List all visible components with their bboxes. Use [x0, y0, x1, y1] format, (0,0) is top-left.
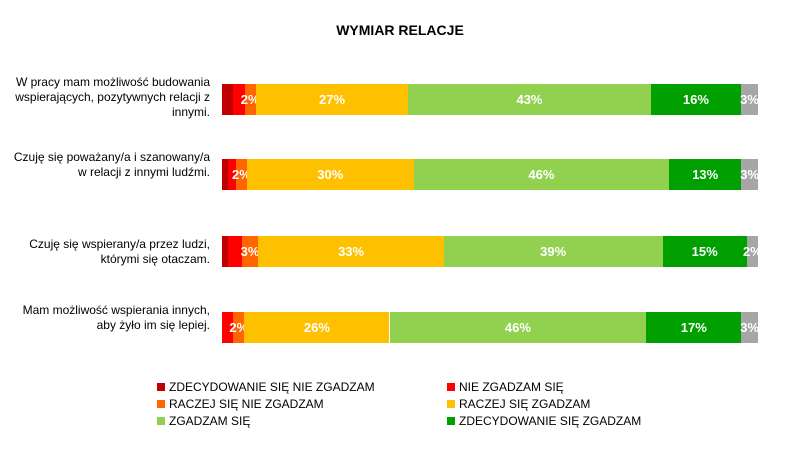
- data-label: 46%: [528, 167, 555, 182]
- legend-swatch: [447, 417, 455, 425]
- data-label: 43%: [516, 92, 543, 107]
- bar-segment: [222, 312, 234, 343]
- legend-item: RACZEJ SIĘ ZGADZAM: [447, 397, 590, 411]
- bar-segment: [746, 236, 758, 267]
- data-label: 2%: [229, 320, 249, 335]
- bar-segment: [222, 236, 228, 267]
- bar-segment: [389, 312, 647, 343]
- category-label: Czuję się wspierany/a przez ludzi, który…: [29, 237, 210, 266]
- bar-segment: [235, 159, 247, 190]
- legend-item: RACZEJ SIĘ NIE ZGADZAM: [157, 397, 324, 411]
- legend-label: ZDECYDOWANIE SIĘ NIE ZGADZAM: [169, 380, 375, 394]
- category-label: W pracy mam możliwość budowania wspieraj…: [15, 75, 210, 119]
- legend-label: ZDECYDOWANIE SIĘ ZGADZAM: [459, 414, 642, 428]
- data-label: 13%: [692, 167, 719, 182]
- legend-item: ZDECYDOWANIE SIĘ NIE ZGADZAM: [157, 380, 375, 394]
- legend-swatch: [447, 383, 455, 391]
- data-label: 17%: [680, 320, 707, 335]
- data-label: 3%: [740, 167, 760, 182]
- data-label: 26%: [303, 320, 330, 335]
- bar-segment: [227, 159, 236, 190]
- bar-segment: [413, 159, 670, 190]
- data-label: 39%: [540, 244, 567, 259]
- legend-label: RACZEJ SIĘ NIE ZGADZAM: [169, 397, 324, 411]
- data-label: 30%: [317, 167, 344, 182]
- legend-item: NIE ZGADZAM SIĘ: [447, 380, 564, 394]
- bar-segment: [443, 236, 663, 267]
- bar-segment: [233, 84, 245, 115]
- bar-segment: [222, 84, 234, 115]
- bar-segment: [255, 84, 409, 115]
- legend-swatch: [157, 383, 165, 391]
- data-label: 2%: [232, 167, 251, 182]
- legend-label: RACZEJ SIĘ ZGADZAM: [459, 397, 591, 411]
- bar-segment: [246, 159, 414, 190]
- data-label: 16%: [682, 92, 709, 107]
- bar-segment: [662, 236, 747, 267]
- data-label: 3%: [740, 320, 760, 335]
- data-label: 33%: [338, 244, 365, 259]
- bar-segment: [669, 159, 742, 190]
- legend-swatch: [157, 400, 165, 408]
- data-label: 2%: [240, 92, 260, 107]
- legend-item: ZGADZAM SIĘ: [157, 414, 250, 428]
- data-label: 27%: [319, 92, 346, 107]
- bar-segment: [233, 312, 245, 343]
- legend-label: NIE ZGADZAM SIĘ: [459, 380, 564, 394]
- data-label: 15%: [691, 244, 718, 259]
- category-label: Mam możliwość wspierania innych, aby żył…: [22, 303, 210, 332]
- data-label: 3%: [240, 244, 260, 259]
- bar-segment: [741, 159, 758, 190]
- bar-segment: [222, 159, 228, 190]
- bar-segment: [408, 84, 651, 115]
- chart-title: WYMIAR RELACJE: [336, 22, 464, 38]
- legend-item: ZDECYDOWANIE SIĘ ZGADZAM: [447, 414, 641, 428]
- bar-segment: [244, 312, 390, 343]
- legend-label: ZGADZAM SIĘ: [169, 414, 251, 428]
- bar-segment: [244, 84, 256, 115]
- data-label: 2%: [742, 244, 762, 259]
- bar-segment: [241, 236, 259, 267]
- bar-segment: [227, 236, 242, 267]
- bar-segment: [650, 84, 742, 115]
- bar-segment: [258, 236, 444, 267]
- bar-segment: [646, 312, 742, 343]
- legend-swatch: [157, 417, 165, 425]
- data-label: 3%: [740, 92, 759, 107]
- data-label: 46%: [504, 320, 531, 335]
- bar-segment: [741, 312, 758, 343]
- legend-swatch: [447, 400, 455, 408]
- bar-segment: [741, 84, 758, 115]
- category-label: Czuję się poważany/a i szanowany/a w rel…: [13, 150, 210, 179]
